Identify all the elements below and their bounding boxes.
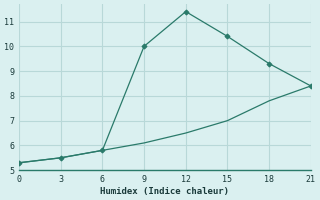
- X-axis label: Humidex (Indice chaleur): Humidex (Indice chaleur): [100, 187, 229, 196]
